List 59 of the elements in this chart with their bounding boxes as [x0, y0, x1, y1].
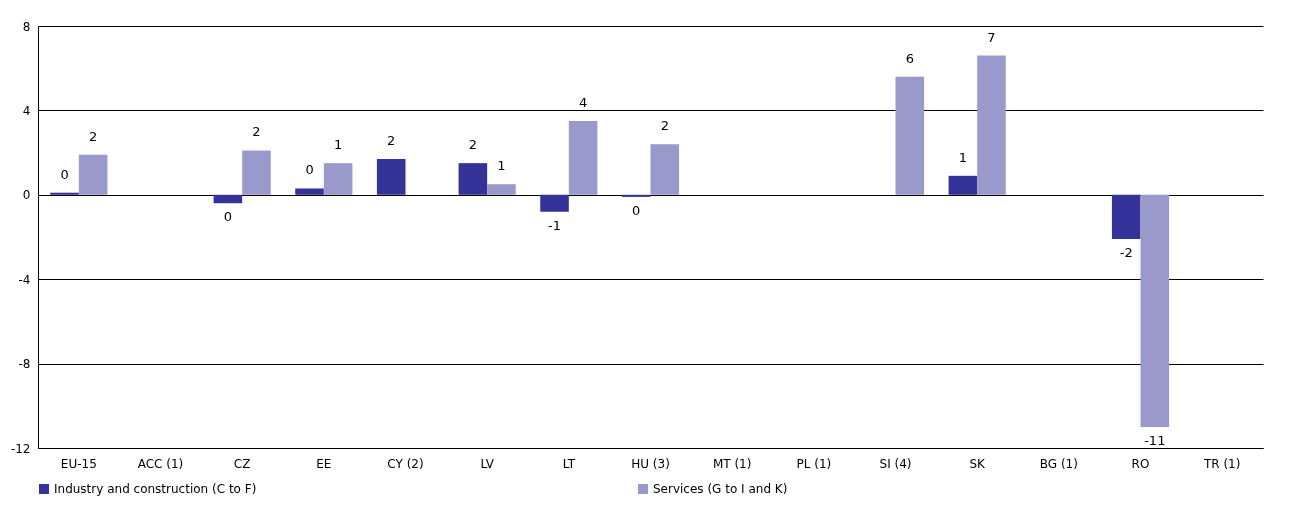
x-tick-label: SK [969, 456, 987, 471]
data-label: 6 [905, 50, 914, 66]
data-label: 0 [305, 162, 314, 178]
y-tick-label: 8 [22, 19, 31, 34]
data-label: 2 [387, 132, 396, 148]
data-label: 7 [987, 29, 996, 45]
x-tick-label: BG (1) [1039, 456, 1078, 471]
x-tick-label: CZ [233, 456, 251, 471]
bar [1140, 194, 1170, 427]
y-tick-label: 4 [22, 103, 31, 118]
data-label: 1 [333, 137, 343, 153]
x-tick-label: EU-15 [60, 456, 97, 471]
bar [78, 154, 108, 195]
legend-label: Industry and construction (C to F) [54, 482, 257, 496]
x-tick-label: PL (1) [796, 456, 832, 471]
x-tick-label: ACC (1) [137, 456, 184, 471]
bar [540, 194, 569, 212]
bar [977, 55, 1006, 195]
data-label: 2 [252, 124, 261, 140]
data-label: -2 [1119, 245, 1133, 261]
bar [376, 158, 406, 195]
bar [458, 163, 488, 195]
bar [650, 144, 680, 195]
y-tick-label: -8 [18, 357, 31, 372]
data-label: 1 [497, 158, 506, 174]
data-label: 2 [88, 128, 98, 144]
data-label: 2 [660, 118, 669, 134]
y-tick-label: -4 [18, 272, 31, 287]
x-tick-label: TR (1) [1202, 456, 1241, 471]
bar [242, 150, 271, 195]
legend-label: Services (G to I and K) [653, 482, 788, 496]
bar [487, 184, 516, 195]
x-tick-label: CY (2) [387, 456, 424, 471]
data-label: -11 [1144, 432, 1166, 448]
bar [621, 194, 651, 197]
bar [213, 194, 243, 204]
bar [323, 163, 353, 195]
y-tick-label: 0 [22, 188, 31, 203]
x-tick-label: HU (3) [631, 456, 670, 471]
x-tick-label: EE [316, 456, 332, 471]
bar [948, 175, 978, 195]
x-tick-label: LV [480, 456, 495, 471]
bar [50, 192, 79, 195]
data-label: 2 [468, 137, 478, 153]
x-tick-label: LT [562, 456, 576, 471]
data-label: 4 [578, 94, 588, 110]
data-label: 0 [223, 209, 233, 225]
bar [295, 188, 324, 195]
x-tick-label: SI (4) [879, 456, 912, 471]
x-tick-label: RO [1131, 456, 1150, 471]
x-tick-label: MT (1) [712, 456, 752, 471]
data-label: -1 [548, 217, 562, 233]
bar [1111, 194, 1141, 240]
bar [895, 76, 925, 195]
y-tick-label: -12 [10, 441, 31, 456]
data-label: 1 [958, 149, 968, 165]
bar [568, 120, 598, 195]
data-label: 0 [60, 166, 69, 182]
data-label: 0 [632, 202, 641, 218]
